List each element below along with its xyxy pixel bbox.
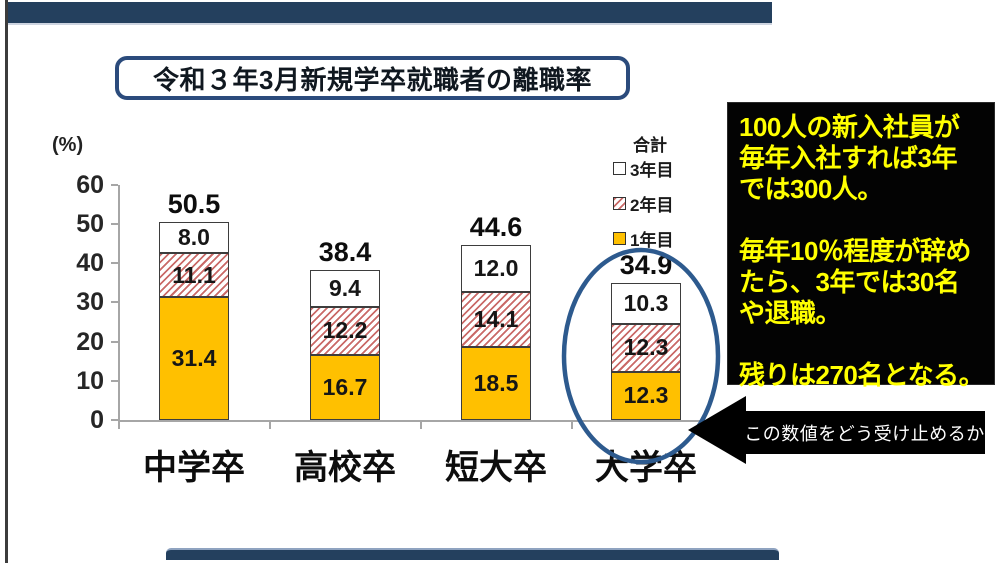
chart-title-box: 令和３年3月新規学卒就職者の離職率 bbox=[115, 56, 630, 100]
commentary-box: 100人の新入社員が 毎年入社すれば3年 では300人。 毎年10％程度が辞め たら、3… bbox=[727, 102, 995, 390]
arrow-callout: この数値をどう受け止めるか bbox=[688, 396, 988, 466]
commentary-line: 毎年入社すれば3年 bbox=[739, 143, 957, 173]
y-tick-label: 30 bbox=[76, 288, 104, 317]
y-tick-mark bbox=[111, 301, 118, 304]
commentary-line: たら、3年では30名 bbox=[739, 267, 960, 297]
commentary-line: や退職。 bbox=[739, 298, 842, 328]
bar-segment-1年目: 31.4 bbox=[159, 296, 229, 420]
legend-marker-icon bbox=[613, 231, 626, 245]
x-axis-label: 高校卒 bbox=[294, 449, 396, 487]
commentary-line: 残りは270名となる。 bbox=[739, 360, 985, 390]
bar-segment-value: 31.4 bbox=[171, 344, 217, 371]
y-tick-label: 20 bbox=[76, 327, 104, 356]
top-navy-bar bbox=[8, 2, 772, 25]
left-edge-line bbox=[5, 0, 8, 563]
y-tick-mark bbox=[111, 419, 118, 421]
bar-segment-value: 9.4 bbox=[329, 274, 361, 301]
bar-segment-value: 12.3 bbox=[623, 334, 669, 361]
y-tick-label: 40 bbox=[76, 249, 104, 278]
bar-segment-value: 14.1 bbox=[473, 306, 519, 333]
commentary-paragraph: 毎年10％程度が辞め たら、3年では30名 や退職。 bbox=[739, 236, 983, 329]
bar-segment-2年目: 14.1 bbox=[461, 292, 531, 348]
x-tick-mark bbox=[420, 420, 422, 429]
y-tick-label: 60 bbox=[76, 170, 104, 199]
legend-marker-icon bbox=[613, 161, 626, 175]
y-tick-label: 10 bbox=[76, 366, 104, 395]
bar-segment-value: 12.2 bbox=[322, 317, 368, 344]
bar-segment-value: 12.0 bbox=[473, 255, 519, 282]
x-tick-mark bbox=[269, 420, 271, 429]
bar-segment-value: 10.3 bbox=[623, 289, 669, 316]
commentary-paragraph: 100人の新入社員が 毎年入社すれば3年 では300人。 bbox=[739, 112, 983, 205]
bar-total-label: 44.6 bbox=[469, 212, 523, 243]
bar-segment-value: 18.5 bbox=[473, 370, 519, 397]
legend-label: 2年目 bbox=[630, 195, 674, 215]
y-tick-mark bbox=[111, 183, 118, 186]
legend-item-3年目: 3年目 bbox=[613, 158, 674, 180]
x-tick-mark bbox=[118, 420, 120, 429]
bar-segment-value: 16.7 bbox=[322, 373, 368, 400]
arrow-callout-label: この数値をどう受け止めるか bbox=[744, 423, 985, 444]
x-axis-line bbox=[118, 420, 786, 422]
bar-segment-1年目: 16.7 bbox=[310, 354, 380, 420]
commentary-paragraph: 残りは270名となる。 bbox=[739, 360, 985, 391]
legend-label: 1年目 bbox=[630, 230, 674, 250]
arrow-left-icon bbox=[688, 396, 746, 464]
bar-segment-value: 8.0 bbox=[178, 224, 210, 251]
bar-segment-2年目: 12.3 bbox=[611, 323, 681, 372]
commentary-line: 100人の新入社員が bbox=[739, 112, 960, 142]
bar-segment-value: 12.3 bbox=[623, 382, 669, 409]
y-tick-mark bbox=[111, 340, 118, 343]
commentary-line: では300人。 bbox=[739, 174, 883, 204]
legend-marker-icon bbox=[613, 196, 626, 210]
y-tick-label: 50 bbox=[76, 210, 104, 238]
bar-segment-3年目: 12.0 bbox=[461, 245, 531, 293]
bar-segment-3年目: 9.4 bbox=[310, 269, 380, 307]
bar-segment-3年目: 8.0 bbox=[159, 222, 229, 254]
bar-total-label: 50.5 bbox=[167, 189, 221, 220]
legend-header-total: 合計 bbox=[633, 136, 667, 155]
x-axis-label: 短大卒 bbox=[445, 449, 547, 487]
commentary-line: 毎年10％程度が辞め bbox=[739, 236, 971, 266]
x-tick-mark bbox=[571, 420, 573, 429]
arrow-callout-body: この数値をどう受け止めるか bbox=[744, 411, 985, 454]
legend-item-1年目: 1年目 bbox=[613, 228, 674, 250]
y-axis-line bbox=[118, 185, 120, 421]
legend-label: 3年目 bbox=[630, 160, 674, 180]
bar-segment-3年目: 10.3 bbox=[611, 283, 681, 324]
y-tick-label: 0 bbox=[90, 406, 104, 434]
y-axis-unit-label: (%) bbox=[52, 134, 84, 156]
y-tick-mark bbox=[111, 223, 118, 225]
y-tick-mark bbox=[111, 262, 118, 265]
chart-title: 令和３年3月新規学卒就職者の離職率 bbox=[153, 64, 592, 95]
bar-segment-2年目: 11.1 bbox=[159, 253, 229, 297]
bar-segment-2年目: 12.2 bbox=[310, 306, 380, 355]
bar-segment-value: 11.1 bbox=[172, 261, 216, 288]
bar-segment-1年目: 18.5 bbox=[461, 347, 531, 420]
bar-total-label: 38.4 bbox=[318, 236, 372, 267]
y-tick-mark bbox=[111, 379, 118, 382]
bar-total-label: 34.9 bbox=[619, 250, 673, 281]
x-axis-label: 中学卒 bbox=[143, 449, 245, 487]
bar-segment-1年目: 12.3 bbox=[611, 371, 681, 420]
bottom-navy-strip bbox=[166, 548, 779, 560]
legend-item-2年目: 2年目 bbox=[613, 193, 674, 215]
